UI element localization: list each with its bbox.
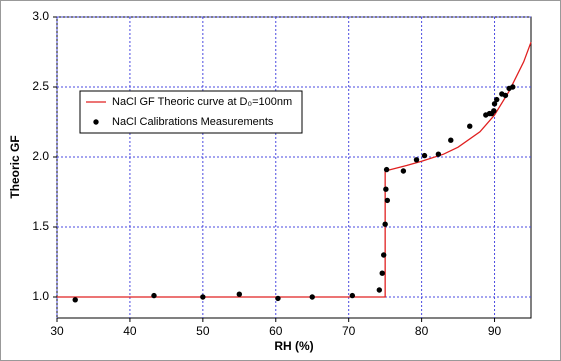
data-point	[200, 294, 206, 300]
data-point	[151, 292, 157, 299]
x-tick-label: 90	[488, 324, 502, 338]
data-point	[467, 123, 473, 129]
y-tick-label: 1.0	[32, 289, 49, 303]
x-tick-label: 60	[269, 324, 283, 338]
x-tick-label: 40	[123, 324, 137, 338]
x-tick-label: 50	[196, 324, 210, 338]
data-point	[448, 137, 454, 143]
data-point	[413, 157, 420, 163]
y-tick-label: 3.0	[32, 9, 49, 23]
data-point	[72, 297, 78, 303]
data-point	[383, 186, 389, 192]
data-point	[435, 151, 442, 157]
data-point	[491, 108, 497, 114]
y-tick-label: 2.5	[32, 79, 49, 93]
x-axis-label: RH (%)	[274, 339, 313, 353]
legend-label: NaCl GF Theoric curve at D₀=100nm	[112, 96, 292, 108]
data-point	[494, 96, 500, 103]
data-point	[382, 221, 388, 227]
plot-area	[56, 16, 532, 319]
data-point	[236, 291, 243, 297]
data-point	[376, 287, 383, 293]
x-tick-label: 30	[50, 324, 64, 338]
legend-label: NaCl Calibrations Measurements	[112, 116, 274, 128]
data-point	[380, 252, 387, 258]
data-point	[383, 166, 390, 173]
data-point	[502, 92, 509, 99]
data-point	[400, 168, 407, 174]
x-tick-label: 80	[415, 324, 429, 338]
legend-box	[79, 90, 303, 134]
data-point	[379, 270, 385, 276]
y-tick-label: 1.5	[32, 219, 49, 233]
data-point	[349, 292, 356, 299]
data-point	[510, 84, 516, 90]
data-point	[421, 152, 428, 159]
y-tick-label: 2.0	[32, 149, 49, 163]
data-point	[491, 101, 498, 107]
data-point	[309, 294, 315, 300]
y-axis-label: Theoric GF	[8, 135, 22, 198]
legend-swatch	[93, 119, 99, 125]
data-point	[275, 295, 281, 302]
x-tick-label: 70	[342, 324, 356, 338]
data-point	[384, 197, 391, 204]
